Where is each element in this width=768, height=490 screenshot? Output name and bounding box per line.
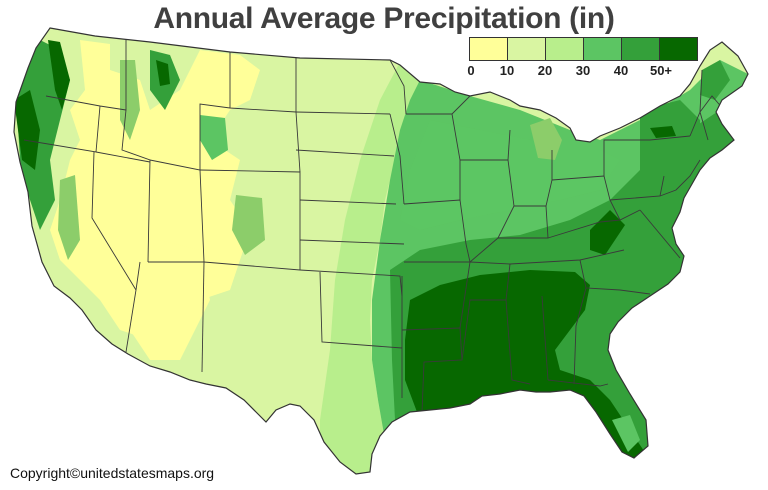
legend-label: 20 [537,63,553,78]
legend-label: 40 [613,63,629,78]
legend-swatch [508,38,546,60]
legend-swatch [584,38,622,60]
legend-color-bar [469,37,698,61]
legend-swatch [660,38,697,60]
legend-swatch [622,38,660,60]
legend-swatch [546,38,584,60]
legend-labels: 0 10 20 30 40 50+ [467,63,698,81]
legend-label: 10 [499,63,515,78]
legend-label: 0 [467,63,475,78]
legend-label: 50+ [649,63,673,78]
legend-label: 30 [575,63,591,78]
precipitation-legend: 0 10 20 30 40 50+ [467,37,698,81]
map-title: Annual Average Precipitation (in) [153,2,615,35]
copyright-notice: Copyright©unitedstatesmaps.org [10,465,215,481]
legend-swatch [470,38,508,60]
